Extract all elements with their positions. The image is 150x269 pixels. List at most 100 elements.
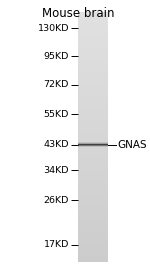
- Bar: [78, 32, 108, 33]
- Bar: [78, 204, 108, 205]
- Bar: [78, 257, 108, 258]
- Bar: [78, 84, 108, 86]
- Bar: [78, 239, 108, 240]
- Bar: [78, 48, 108, 49]
- Bar: [78, 51, 108, 52]
- Bar: [78, 90, 108, 91]
- Bar: [78, 94, 108, 95]
- Bar: [78, 103, 108, 104]
- Bar: [78, 36, 108, 37]
- Bar: [78, 111, 108, 112]
- Bar: [78, 125, 108, 126]
- Bar: [78, 194, 108, 195]
- Bar: [78, 246, 108, 247]
- Bar: [78, 134, 108, 135]
- Bar: [78, 162, 108, 163]
- Bar: [78, 202, 108, 203]
- Bar: [78, 166, 108, 167]
- Bar: [78, 149, 108, 150]
- Bar: [78, 159, 108, 160]
- Bar: [78, 142, 108, 143]
- Bar: [78, 104, 108, 105]
- Bar: [78, 62, 108, 63]
- Text: 130KD: 130KD: [38, 24, 69, 33]
- Bar: [78, 134, 108, 136]
- Bar: [78, 179, 108, 180]
- Bar: [78, 94, 108, 95]
- Bar: [78, 177, 108, 178]
- Bar: [78, 182, 108, 183]
- Bar: [78, 131, 108, 132]
- Bar: [78, 83, 108, 84]
- Bar: [78, 93, 108, 94]
- Bar: [78, 129, 108, 130]
- Text: 72KD: 72KD: [44, 80, 69, 89]
- Bar: [78, 156, 108, 157]
- Bar: [78, 74, 108, 75]
- Bar: [78, 66, 108, 67]
- Bar: [78, 211, 108, 212]
- Bar: [78, 58, 108, 59]
- Text: 95KD: 95KD: [44, 52, 69, 61]
- Bar: [78, 82, 108, 83]
- Bar: [78, 220, 108, 221]
- Bar: [78, 20, 108, 21]
- Bar: [78, 250, 108, 251]
- Bar: [78, 50, 108, 51]
- Bar: [78, 143, 108, 144]
- Bar: [78, 112, 108, 113]
- Bar: [78, 108, 108, 109]
- Bar: [78, 30, 108, 31]
- Bar: [78, 97, 108, 98]
- Bar: [78, 153, 108, 154]
- Bar: [78, 130, 108, 131]
- Bar: [78, 71, 108, 72]
- Bar: [78, 223, 108, 224]
- Bar: [78, 245, 108, 246]
- Bar: [78, 22, 108, 23]
- Text: 34KD: 34KD: [44, 165, 69, 175]
- Bar: [78, 210, 108, 211]
- Bar: [78, 46, 108, 47]
- Bar: [78, 38, 108, 39]
- Bar: [78, 128, 108, 129]
- Bar: [78, 80, 108, 81]
- Bar: [78, 17, 108, 18]
- Bar: [78, 203, 108, 204]
- Text: 17KD: 17KD: [44, 240, 69, 249]
- Bar: [78, 191, 108, 192]
- Bar: [78, 54, 108, 55]
- Bar: [78, 235, 108, 236]
- Bar: [78, 260, 108, 261]
- Bar: [78, 60, 108, 61]
- Text: 55KD: 55KD: [44, 110, 69, 119]
- Bar: [78, 16, 108, 17]
- Bar: [78, 40, 108, 41]
- Bar: [78, 201, 108, 202]
- Bar: [78, 200, 108, 201]
- Bar: [78, 78, 108, 79]
- Bar: [78, 218, 108, 219]
- Bar: [78, 86, 108, 87]
- Bar: [78, 12, 108, 13]
- Bar: [78, 123, 108, 124]
- Bar: [78, 41, 108, 42]
- Bar: [78, 169, 108, 171]
- Bar: [78, 119, 108, 120]
- Bar: [78, 217, 108, 218]
- Bar: [78, 68, 108, 69]
- Bar: [78, 184, 108, 185]
- Bar: [78, 181, 108, 182]
- Bar: [78, 251, 108, 252]
- Bar: [78, 208, 108, 209]
- Bar: [78, 243, 108, 244]
- Bar: [78, 76, 108, 77]
- Bar: [78, 237, 108, 238]
- Text: Mouse brain: Mouse brain: [42, 7, 114, 20]
- Bar: [78, 23, 108, 24]
- Bar: [78, 175, 108, 176]
- Bar: [78, 261, 108, 262]
- Bar: [78, 42, 108, 43]
- Bar: [78, 19, 108, 20]
- Bar: [78, 101, 108, 102]
